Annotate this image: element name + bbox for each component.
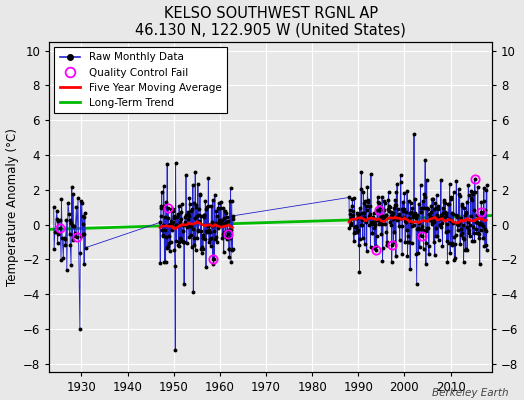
Y-axis label: Temperature Anomaly (°C): Temperature Anomaly (°C) bbox=[6, 128, 18, 286]
Text: Berkeley Earth: Berkeley Earth bbox=[432, 388, 508, 398]
Legend: Raw Monthly Data, Quality Control Fail, Five Year Moving Average, Long-Term Tren: Raw Monthly Data, Quality Control Fail, … bbox=[54, 47, 227, 113]
Title: KELSO SOUTHWEST RGNL AP
46.130 N, 122.905 W (United States): KELSO SOUTHWEST RGNL AP 46.130 N, 122.90… bbox=[135, 6, 406, 38]
